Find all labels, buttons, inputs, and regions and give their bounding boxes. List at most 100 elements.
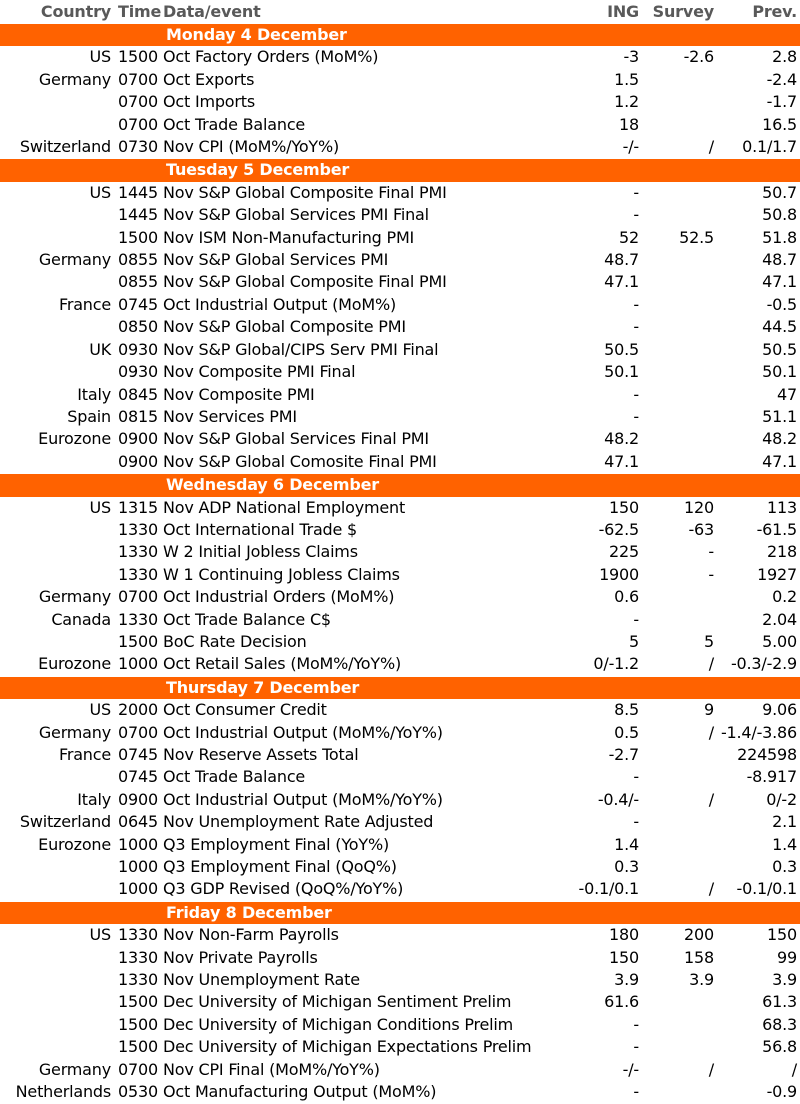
table-row: US 1500 Oct Factory Orders (MoM%) -3 -2.6 2.8: [0, 46, 800, 68]
cell-country: [0, 969, 116, 991]
table-row: Switzerland 0645 Nov Unemployment Rate Adj…: [0, 811, 800, 833]
cell-time: 0850: [118, 317, 158, 337]
cell-event: Nov ISM Non-Manufacturing PMI: [163, 227, 415, 247]
cell-prev: -8.917: [746, 767, 798, 787]
cell-ing: -: [633, 406, 639, 426]
table-row: Italy 0900 Oct Industrial Output (MoM%/YoY…: [0, 789, 800, 811]
cell-event: Nov S&P Global Composite Final PMI: [163, 182, 447, 202]
table-row: 1500 BoC Rate Decision 5 5 5.00: [0, 631, 800, 653]
cell-time: 0730: [118, 137, 158, 157]
cell-prev: 68.3: [762, 1014, 797, 1034]
cell-event: Q3 GDP Revised (QoQ%/YoY%): [163, 879, 404, 899]
cell-time: 1000: [118, 879, 158, 899]
cell-survey: [643, 991, 718, 1013]
cell-country: Eurozone: [38, 429, 111, 449]
cell-country: UK: [89, 339, 111, 359]
cell-ing: -: [633, 1037, 639, 1057]
table-row: 0900 Nov S&P Global Comosite Final PMI 47.…: [0, 451, 800, 474]
cell-event: Nov Composite PMI: [163, 384, 315, 404]
cell-time: 0845: [118, 384, 158, 404]
table-row: France 0745 Nov Reserve Assets Total -2.7 22…: [0, 744, 800, 766]
cell-ing: 52: [619, 227, 639, 247]
cell-prev: 51.8: [762, 227, 797, 247]
table-row: Germany 0700 Nov CPI Final (MoM%/YoY%) -/- /…: [0, 1059, 800, 1081]
cell-survey: 158: [684, 947, 714, 967]
cell-time: 1445: [118, 205, 158, 225]
cell-prev: 2.8: [772, 47, 797, 67]
table-row: US 1315 Nov ADP National Employment 150 120 1…: [0, 497, 800, 519]
cell-prev: -1.7: [766, 92, 798, 112]
cell-survey: [643, 114, 718, 136]
cell-prev: 61.3: [762, 992, 797, 1012]
cell-country: [0, 451, 116, 474]
cell-prev: 44.5: [762, 317, 797, 337]
cell-country: [0, 856, 116, 878]
cell-country: [0, 271, 116, 293]
cell-ing: -/-: [622, 1059, 640, 1079]
cell-prev: 48.2: [762, 429, 797, 449]
cell-time: 1000: [118, 654, 158, 674]
cell-ing: -: [633, 384, 639, 404]
cell-survey: -: [708, 564, 714, 584]
cell-prev: /: [791, 1059, 797, 1079]
table-row: Eurozone 1000 Q3 Employment Final (YoY%) 1.…: [0, 834, 800, 856]
cell-country: US: [89, 700, 112, 720]
cell-time: 1330: [118, 519, 158, 539]
cell-survey: /: [708, 137, 714, 157]
cell-prev: 150: [767, 925, 797, 945]
cell-ing: -: [633, 812, 639, 832]
cell-survey: /: [708, 879, 714, 899]
cell-event: Nov Services PMI: [163, 406, 297, 426]
cell-ing: -: [633, 767, 639, 787]
cell-prev: 218: [767, 542, 797, 562]
cell-survey: [643, 856, 718, 878]
cell-event: Dec University of Michigan Conditions Pr…: [163, 1014, 514, 1034]
cell-event: Oct Industrial Orders (MoM%): [163, 587, 395, 607]
cell-country: Germany: [38, 250, 111, 270]
table-row: Germany 0700 Oct Exports 1.5 -2.4: [0, 69, 800, 91]
cell-time: 1500: [118, 47, 158, 67]
cell-prev: 50.5: [762, 339, 797, 359]
cell-event: Nov S&P Global Composite PMI: [163, 317, 406, 337]
cell-time: 0645: [118, 812, 158, 832]
cell-time: 1330: [118, 970, 158, 990]
cell-ing: 1900: [599, 564, 639, 584]
cell-survey: 9: [704, 700, 714, 720]
cell-time: 1500: [118, 631, 158, 651]
cell-ing: 225: [609, 542, 639, 562]
cell-survey: [643, 766, 718, 788]
table-row: Canada 1330 Oct Trade Balance C$ - 2.04: [0, 609, 800, 631]
cell-event: Oct Trade Balance: [163, 767, 306, 787]
table-row: Germany 0700 Oct Industrial Orders (MoM%) 0…: [0, 586, 800, 608]
cell-survey: [643, 1036, 718, 1058]
table-row: Eurozone 1000 Oct Retail Sales (MoM%/YoY%)…: [0, 653, 800, 676]
cell-time: 1330: [118, 542, 158, 562]
cell-prev: 5.00: [762, 631, 797, 651]
table-row: 1330 W 1 Continuing Jobless Claims 1900 - 19…: [0, 564, 800, 586]
cell-event: Q3 Employment Final (QoQ%): [163, 857, 397, 877]
cell-event: Dec University of Michigan Sentiment Pre…: [163, 992, 512, 1012]
cell-time: 0530: [118, 1082, 158, 1102]
cell-time: 0700: [118, 114, 158, 134]
cell-country: [0, 631, 116, 653]
cell-survey: /: [708, 654, 714, 674]
cell-ing: -: [633, 317, 639, 337]
cell-survey: [643, 428, 718, 450]
cell-event: Nov CPI Final (MoM%/YoY%): [163, 1059, 380, 1079]
cell-survey: /: [708, 722, 714, 742]
cell-event: Nov Private Payrolls: [163, 947, 318, 967]
cell-time: 2000: [118, 700, 158, 720]
cell-time: 1000: [118, 834, 158, 854]
day-title: Wednesday 6 December: [0, 473, 800, 497]
cell-event: Oct Industrial Output (MoM%/YoY%): [163, 789, 443, 809]
table-row: 1330 W 2 Initial Jobless Claims 225 - 218: [0, 541, 800, 563]
cell-ing: -: [633, 294, 639, 314]
table-row: 0700 Oct Trade Balance 18 16.5: [0, 114, 800, 136]
cell-event: Nov S&P Global Comosite Final PMI: [163, 451, 437, 471]
table-row: France 0745 Oct Industrial Output (MoM%) - -…: [0, 294, 800, 316]
cell-country: Netherlands: [15, 1082, 112, 1102]
cell-country: US: [89, 182, 112, 202]
cell-event: Q3 Employment Final (YoY%): [163, 834, 390, 854]
cell-country: Canada: [51, 609, 111, 629]
cell-event: Nov S&P Global/CIPS Serv PMI Final: [163, 339, 439, 359]
